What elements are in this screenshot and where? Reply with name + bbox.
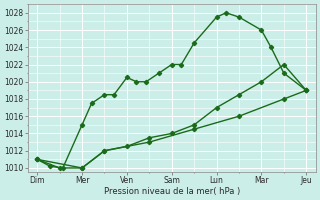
X-axis label: Pression niveau de la mer( hPa ): Pression niveau de la mer( hPa ) <box>104 187 240 196</box>
